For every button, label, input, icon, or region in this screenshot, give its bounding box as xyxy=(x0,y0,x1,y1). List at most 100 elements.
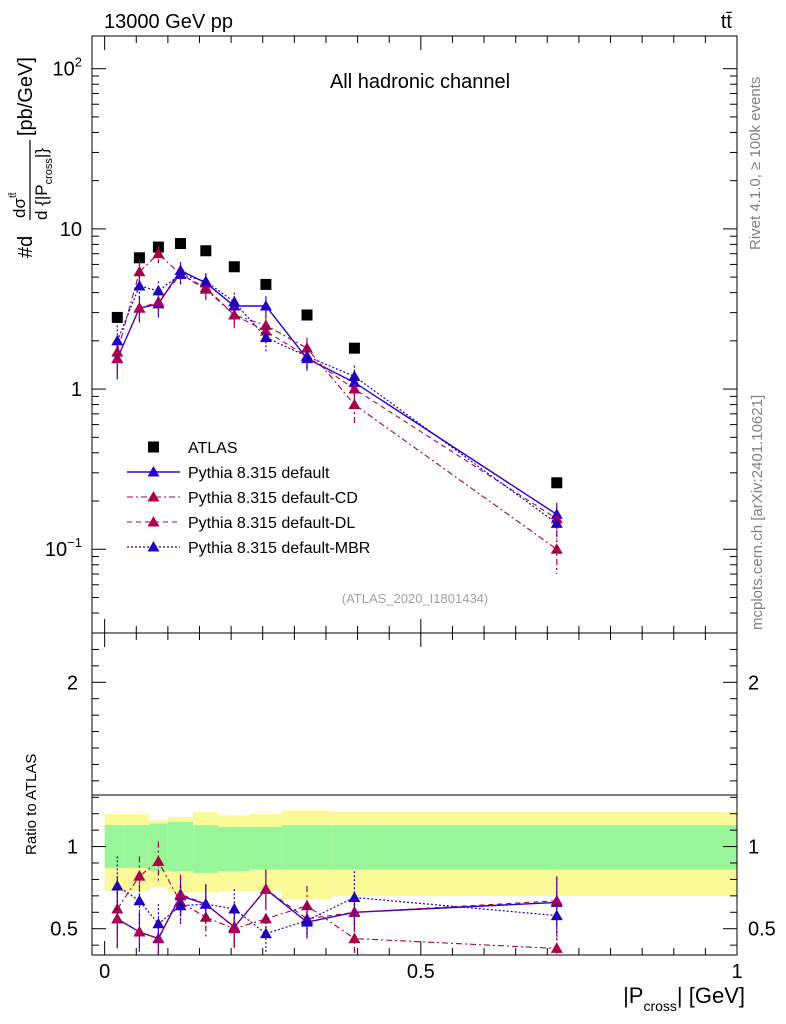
y-label-prefix: #d xyxy=(15,236,37,258)
ratio-dl-line xyxy=(117,888,557,940)
legend-marker-mbr xyxy=(147,541,160,552)
main-dl-line xyxy=(116,273,558,520)
main-axes: 10−1 1 10 102 xyxy=(45,36,738,634)
main-y-tick-label: 1 xyxy=(71,379,82,401)
ratio-mbr-point xyxy=(111,880,124,891)
ratio-dl-point xyxy=(133,926,146,937)
ratio-mbr-point xyxy=(550,909,563,921)
mcplots-label: mcplots.cern.ch [arXiv:2401.10621] xyxy=(749,395,766,630)
ratio-axes: 0.5 0.5 1 1 2 2 0 0.5 1 xyxy=(50,633,776,983)
ratio-mbr-point xyxy=(133,894,146,906)
main-cd-line xyxy=(116,252,558,550)
ratio-uncertainty-bands xyxy=(104,810,737,900)
ratio-mbr-point xyxy=(301,914,313,925)
legend-label-mbr: Pythia 8.315 default-MBR xyxy=(188,540,370,557)
ratio-y-tick-label: 1 xyxy=(67,837,78,859)
legend: ATLAS Pythia 8.315 default Pythia 8.315 de… xyxy=(127,440,370,557)
ratio-band-inner xyxy=(281,825,333,870)
ratio-panel: 0.5 0.5 1 1 2 2 0 0.5 1 Ratio to ATLAS |Pcross| … xyxy=(23,632,776,1014)
main-mbr-point xyxy=(301,350,313,361)
main-atlas-point xyxy=(260,278,272,290)
ratio-dl-point xyxy=(259,883,272,894)
ratio-cd-point xyxy=(152,855,165,866)
chart-title: All hadronic channel xyxy=(330,71,510,93)
ratio-frame xyxy=(91,632,738,956)
ratio-dl-point xyxy=(174,888,187,899)
y-label-denominator: d {|Pcross|} xyxy=(32,148,55,220)
legend-marker-default xyxy=(147,466,160,477)
rivet-label: Rivet 4.1.0, ≥ 100k events xyxy=(747,77,764,250)
main-y-tick-label: 10 xyxy=(60,219,82,241)
ratio-mbr-point xyxy=(259,927,272,939)
ratio-dl-point xyxy=(111,912,124,924)
main-mbr-point xyxy=(259,331,272,342)
ratio-band-inner xyxy=(167,821,194,872)
ratio-y-tick-label-right: 2 xyxy=(748,672,759,694)
main-atlas-point xyxy=(133,252,145,264)
main-cd-point xyxy=(111,346,124,357)
ratio-band-inner xyxy=(193,825,219,873)
ratio-mbr-point xyxy=(228,903,241,914)
ratio-cd-point xyxy=(133,870,146,881)
main-cd-point xyxy=(550,543,563,554)
ratio-plot-area xyxy=(111,841,563,955)
legend-label-atlas: ATLAS xyxy=(188,440,238,457)
main-mbr-point xyxy=(174,268,187,279)
ratio-mbr-line xyxy=(116,885,557,935)
main-dl-point xyxy=(133,302,146,313)
energy-label: 13000 GeV pp xyxy=(104,11,233,33)
main-y-axis-label: #d dσtt̄ d {|Pcross|} [pb/GeV] xyxy=(7,57,55,258)
legend-marker-atlas xyxy=(148,441,159,453)
main-plot-area xyxy=(111,238,563,575)
main-mbr-point xyxy=(111,334,124,346)
main-mbr-point xyxy=(228,295,241,307)
legend-label-cd: Pythia 8.315 default-CD xyxy=(188,490,358,507)
ratio-band-inner xyxy=(332,825,377,870)
ratio-cd-line xyxy=(116,860,557,949)
main-mbr-point xyxy=(199,275,212,286)
main-mbr-line xyxy=(116,273,558,524)
x-label-text: |Pcross| [GeV] xyxy=(623,983,745,1014)
ratio-band-inner xyxy=(218,826,251,872)
main-default-point xyxy=(259,300,272,311)
ratio-y-tick-label-right: 1 xyxy=(748,837,759,859)
main-y-tick-label: 10−1 xyxy=(45,535,82,561)
main-atlas-point xyxy=(551,477,563,489)
ratio-mbr-point xyxy=(152,917,165,929)
analysis-tag: (ATLAS_2020_I1801434) xyxy=(342,591,488,606)
legend-marker-cd xyxy=(147,491,160,502)
ratio-y-tick-label: 2 xyxy=(67,672,78,694)
main-atlas-point xyxy=(348,342,360,354)
main-mbr-point xyxy=(550,517,563,528)
main-atlas-point xyxy=(228,261,240,273)
x-tick-label: 0 xyxy=(99,961,110,983)
main-mbr-point xyxy=(133,279,146,291)
main-atlas-point xyxy=(200,245,212,257)
legend-label-default: Pythia 8.315 default xyxy=(188,465,330,482)
main-atlas-point xyxy=(111,311,123,323)
main-mbr-point xyxy=(348,370,361,381)
main-cd-point xyxy=(133,265,146,277)
ratio-mbr-point xyxy=(348,891,361,902)
ratio-y-tick-label: 0.5 xyxy=(50,919,78,941)
ratio-y-tick-label-right: 0.5 xyxy=(748,919,776,941)
ratio-cd-point xyxy=(348,932,361,944)
main-dl-point xyxy=(348,383,361,394)
ratio-y-axis-label: Ratio to ATLAS xyxy=(23,754,40,855)
main-atlas-point xyxy=(175,238,187,250)
main-default-line xyxy=(116,269,558,515)
ratio-cd-point xyxy=(550,942,563,953)
main-panel: 10−1 1 10 102 All hadronic channel (ATLAS_2… xyxy=(7,35,738,634)
ratio-band-inner xyxy=(250,826,282,870)
main-dl-point xyxy=(152,295,165,307)
main-y-tick-label: 102 xyxy=(53,55,82,81)
y-label-numerator: dσtt̄ xyxy=(7,192,29,218)
ratio-default-line xyxy=(116,888,557,940)
ratio-mbr-point xyxy=(174,899,187,911)
x-tick-label: 0.5 xyxy=(407,961,435,983)
main-cd-point xyxy=(152,247,165,259)
x-axis-label: |Pcross| [GeV] xyxy=(623,983,745,1014)
legend-label-dl: Pythia 8.315 default-DL xyxy=(188,515,355,532)
ratio-band-inner xyxy=(104,825,124,868)
x-tick-label: 1 xyxy=(731,961,742,983)
